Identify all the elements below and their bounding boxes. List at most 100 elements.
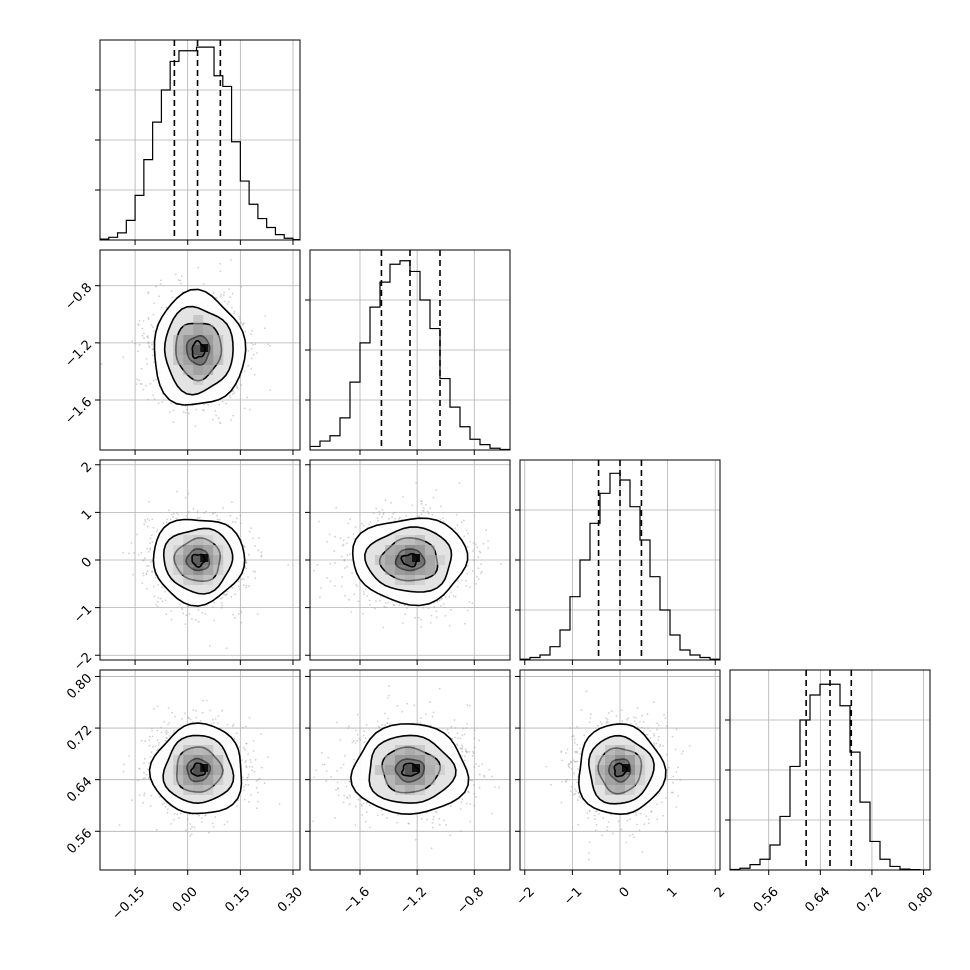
scatter-panel-r3c0-density-cell	[183, 755, 194, 765]
hist-panel-3-xtick-label-0: 0.56	[751, 884, 782, 915]
scatter-panel-r2c0-density-cell	[193, 545, 204, 555]
scatter-panel-r3c1-density-cell	[405, 775, 415, 785]
scatter-panel-r1c0-density-cell	[173, 355, 184, 365]
scatter-panel-r1c0-density-cell	[213, 345, 224, 355]
scatter-panel-r1c0-density-cell	[183, 355, 194, 365]
scatter-panel-r2c1-density-cell	[425, 545, 435, 555]
scatter-panel-r3c1-density-cell	[385, 775, 395, 785]
scatter-panel-r3c0-density-cell	[203, 775, 214, 785]
scatter-panel-r3c1-density-cell	[405, 755, 415, 765]
scatter-panel-r3c0-xtick-label-1: 0.00	[170, 884, 201, 915]
scatter-panel-r3c0-content	[118, 699, 281, 837]
scatter-panel-r3c2-xtick-label-1: −1	[561, 884, 585, 908]
scatter-panel-r2c0-density-cell	[213, 565, 224, 575]
scatter-panel-r3c2-xtick-label-2: 0	[617, 884, 633, 900]
scatter-panel-r3c0-ytick-label-2: 0.64	[64, 774, 95, 805]
scatter-panel-r2c0-density-cell	[173, 545, 184, 555]
scatter-panel-r2c1-density-cell	[425, 555, 435, 565]
scatter-panel-r2c0-density-cell	[203, 565, 214, 575]
scatter-panel-r3c1-xtick-label-2: −0.8	[454, 884, 487, 917]
scatter-panel-r2c1-density-cell	[395, 535, 405, 545]
scatter-panel-r1c0-density-cell	[183, 335, 194, 345]
scatter-panel-r1c0-density-cell	[193, 375, 204, 385]
scatter-panel-r2c1-density-cell	[385, 545, 395, 555]
scatter-panel-r2c1-density-cell	[375, 555, 385, 565]
scatter-panel-r3c2-density-cell	[605, 755, 615, 765]
scatter-panel-r3c1-density-cell	[405, 785, 415, 795]
scatter-panel-r1c0-density-cell	[213, 355, 224, 365]
scatter-panel-r2c1-density-cell	[385, 555, 395, 565]
hist-panel-3-step-outline	[730, 683, 930, 870]
scatter-panel-r3c2-density-cell	[595, 765, 605, 775]
scatter-panel-r2c1-density-cell	[385, 565, 395, 575]
scatter-panel-r2c1-density-cell	[405, 535, 415, 545]
scatter-panel-r2c0-density-cell	[193, 575, 204, 585]
scatter-panel-r2c0-density-cell	[173, 555, 184, 565]
scatter-panel-r3c0-peak	[200, 764, 209, 772]
scatter-panel-r2c1-density-cell	[415, 575, 425, 585]
scatter-panel-r2c0-ytick-label-1: 1	[79, 507, 95, 523]
scatter-panel-r3c2-density-cell	[605, 765, 615, 775]
scatter-panel-r2c0-density-cell	[173, 565, 184, 575]
scatter-panel-r3c0-density-cell	[173, 775, 184, 785]
scatter-panel-r2c0-contour-core	[191, 553, 206, 568]
scatter-panel-r3c0-density-cell	[203, 745, 214, 755]
hist-panel-3-bars	[730, 670, 930, 870]
scatter-panel-r2c1-density-cell	[405, 545, 415, 555]
scatter-panel-r2c1-density-cell	[395, 575, 405, 585]
scatter-panel-r3c0-density-cell	[193, 765, 204, 775]
scatter-panel-r3c2-xtick-label-0: −2	[514, 884, 538, 908]
hist-panel-0-bars	[100, 40, 300, 240]
scatter-panel-r3c1-density-cell	[405, 765, 415, 775]
scatter-panel-r2c1-density-cell	[395, 565, 405, 575]
hist-panel-3-xtick-label-2: 0.72	[854, 884, 885, 915]
scatter-panel-r3c0-density-cell	[183, 745, 194, 755]
hist-panel-3-xtick-label-3: 0.80	[906, 884, 937, 915]
scatter-panel-r2c0-density-cell	[213, 555, 224, 565]
scatter-panel-r3c0-frame	[99, 669, 301, 871]
scatter-panel-r1c0-density-cell	[213, 335, 224, 345]
scatter-panel-r1c0-density-cell	[193, 335, 204, 345]
scatter-panel-r1c0-frame	[99, 249, 301, 451]
scatter-panel-r3c1-xtick-label-1: −1.2	[397, 884, 430, 917]
scatter-panel-r3c2-density-cell	[615, 755, 625, 765]
scatter-panel-r3c0-density-cell	[183, 765, 194, 775]
scatter-panel-r3c1-density-cell	[375, 765, 385, 775]
scatter-panel-r2c0-density-cell	[193, 565, 204, 575]
scatter-panel-r1c0-density-cell	[193, 345, 204, 355]
scatter-panel-r2c0-density-cell	[183, 565, 194, 575]
scatter-panel-r3c2-density-cell	[615, 785, 625, 795]
scatter-panel-r1c0-content	[100, 259, 272, 427]
scatter-panel-r2c1-contour-core	[400, 553, 419, 568]
scatter-panel-r3c0-ytick-label-0: 0.80	[64, 671, 95, 702]
scatter-panel-r3c1-density-cell	[415, 785, 425, 795]
scatter-panel-r3c0-density-cell	[173, 765, 184, 775]
scatter-panel-r3c1-density-cell	[425, 765, 435, 775]
scatter-panel-r1c0-density-cell	[203, 355, 214, 365]
scatter-panel-r3c2-density-cell	[635, 755, 645, 765]
scatter-panel-r3c1-density-cell	[385, 765, 395, 775]
scatter-panel-r2c0-ytick-label-0: 2	[79, 459, 95, 475]
scatter-panel-r2c0-ytick-label-2: 0	[79, 555, 95, 571]
scatter-panel-r3c1-density-cell	[415, 775, 425, 785]
scatter-panel-r1c0-ytick-label-1: −1.2	[62, 338, 95, 371]
scatter-panel-r3c1-density-cell	[395, 755, 405, 765]
scatter-panel-r3c2-density-cell	[605, 775, 615, 785]
scatter-panel-r1c0-density-cell	[193, 355, 204, 365]
hist-panel-2-bars	[520, 460, 720, 660]
scatter-panel-r2c1-density-cell	[415, 545, 425, 555]
scatter-panel-r2c0-density-cell	[183, 535, 194, 545]
scatter-panel-r3c0-density-cell	[173, 755, 184, 765]
scatter-panel-r3c2-density-cell	[625, 775, 635, 785]
scatter-panel-r3c0-ytick-label-3: 0.56	[64, 826, 95, 857]
scatter-panel-r3c2-density-cell	[605, 745, 615, 755]
scatter-panel-r3c1-density-cell	[395, 775, 405, 785]
scatter-panel-r3c1-contour-core	[401, 762, 421, 777]
scatter-panel-r3c0-contour-core	[190, 762, 206, 777]
scatter-panel-r1c0-density-cell	[183, 325, 194, 335]
scatter-panel-r3c1-density-cell	[395, 745, 405, 755]
scatter-panel-r2c0-density-cell	[213, 545, 224, 555]
scatter-panel-r2c0-density-cell	[193, 555, 204, 565]
scatter-panel-r3c0-density-cell	[213, 765, 224, 775]
